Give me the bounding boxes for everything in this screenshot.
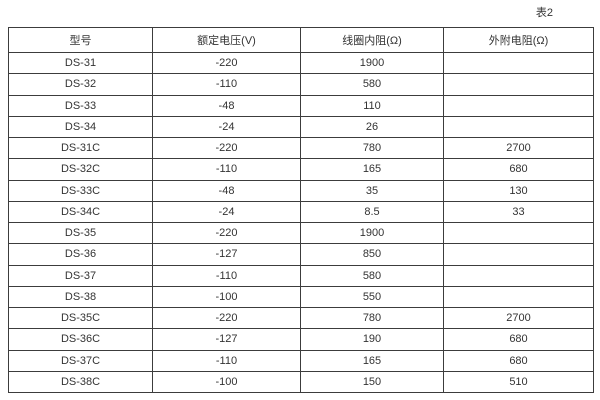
table-caption: 表2 xyxy=(535,7,553,19)
table-row: DS-32C -110 165 680 xyxy=(8,158,594,181)
table-row: DS-36 -127 850 xyxy=(8,243,594,266)
table-cell xyxy=(443,264,594,287)
table-cell: 1900 xyxy=(300,51,444,75)
table-cell: -48 xyxy=(152,179,301,202)
table-row: DS-35 -220 1900 xyxy=(8,221,594,245)
table-cell: 580 xyxy=(300,264,444,287)
table-cell: 580 xyxy=(300,73,444,96)
table-cell: DS-32C xyxy=(8,158,153,181)
table-cell: 1900 xyxy=(300,221,444,245)
table-row: DS-37 -110 580 xyxy=(8,264,594,287)
table-cell xyxy=(443,243,594,266)
header-cell-rated-voltage: 额定电压(V) xyxy=(152,27,301,53)
table-cell: 2700 xyxy=(443,306,594,330)
table-row: DS-38 -100 550 xyxy=(8,285,594,309)
table-cell: 33 xyxy=(443,200,594,224)
table-cell: 35 xyxy=(300,179,444,202)
table-cell: 510 xyxy=(443,370,594,394)
table-cell: 850 xyxy=(300,243,444,266)
table-cell: DS-32 xyxy=(8,73,153,96)
table-cell: DS-36C xyxy=(8,328,153,351)
table-cell: -220 xyxy=(152,221,301,245)
table-cell: 780 xyxy=(300,306,444,330)
table-cell: 26 xyxy=(300,115,444,139)
table-cell: -48 xyxy=(152,94,301,117)
table-cell xyxy=(443,73,594,96)
table-cell: DS-38C xyxy=(8,370,153,394)
table-cell: 110 xyxy=(300,94,444,117)
table-cell xyxy=(443,115,594,139)
table-cell xyxy=(443,51,594,75)
table-cell: 165 xyxy=(300,349,444,372)
table-cell: -127 xyxy=(152,243,301,266)
table-row: DS-36C -127 190 680 xyxy=(8,328,594,351)
table-row: DS-38C -100 150 510 xyxy=(8,370,594,394)
table-cell: DS-33 xyxy=(8,94,153,117)
table-cell: DS-35C xyxy=(8,306,153,330)
header-cell-model: 型号 xyxy=(8,27,153,53)
table-cell: DS-36 xyxy=(8,243,153,266)
table-cell: -100 xyxy=(152,370,301,394)
table-cell: DS-31C xyxy=(8,136,153,160)
table-row: DS-32 -110 580 xyxy=(8,73,594,96)
table-cell: 150 xyxy=(300,370,444,394)
table-cell: -127 xyxy=(152,328,301,351)
table-cell: 130 xyxy=(443,179,594,202)
table-cell: 550 xyxy=(300,285,444,309)
table-row: DS-34 -24 26 xyxy=(8,115,594,139)
table-body: DS-31 -220 1900 DS-32 -110 580 DS-33 -48 110 DS-3… xyxy=(8,51,594,394)
table-cell: 680 xyxy=(443,349,594,372)
table-cell xyxy=(443,94,594,117)
table-cell xyxy=(443,285,594,309)
table-cell: -220 xyxy=(152,136,301,160)
table-cell: -110 xyxy=(152,73,301,96)
table-cell: 2700 xyxy=(443,136,594,160)
table-cell: 680 xyxy=(443,328,594,351)
table-cell: DS-37 xyxy=(8,264,153,287)
table-header: 型号 额定电压(V) 线圈内阻(Ω) 外附电阻(Ω) xyxy=(8,27,594,53)
table-cell: -100 xyxy=(152,285,301,309)
table-cell: 165 xyxy=(300,158,444,181)
table-row: DS-31C -220 780 2700 xyxy=(8,136,594,160)
table-cell: DS-31 xyxy=(8,51,153,75)
table-cell: DS-34 xyxy=(8,115,153,139)
table-row: DS-37C -110 165 680 xyxy=(8,349,594,372)
table-cell: DS-35 xyxy=(8,221,153,245)
table-cell: -24 xyxy=(152,115,301,139)
table-cell: -24 xyxy=(152,200,301,224)
table-cell: DS-34C xyxy=(8,200,153,224)
table-cell: -110 xyxy=(152,349,301,372)
table-cell: -220 xyxy=(152,51,301,75)
table-cell: DS-38 xyxy=(8,285,153,309)
table-cell: DS-37C xyxy=(8,349,153,372)
table-row: DS-31 -220 1900 xyxy=(8,51,594,75)
table-row: DS-34C -24 8.5 33 xyxy=(8,200,594,224)
table-cell: DS-33C xyxy=(8,179,153,202)
table-cell: -110 xyxy=(152,158,301,181)
table-cell: -220 xyxy=(152,306,301,330)
table-cell: 780 xyxy=(300,136,444,160)
table-cell: 190 xyxy=(300,328,444,351)
table-row: DS-35C -220 780 2700 xyxy=(8,306,594,330)
header-row: 型号 额定电压(V) 线圈内阻(Ω) 外附电阻(Ω) xyxy=(8,27,594,53)
table-cell: 680 xyxy=(443,158,594,181)
header-cell-coil-resistance: 线圈内阻(Ω) xyxy=(300,27,444,53)
spec-table: 型号 额定电压(V) 线圈内阻(Ω) 外附电阻(Ω) DS-31 -220 1900… xyxy=(8,27,594,394)
table-cell: 8.5 xyxy=(300,200,444,224)
table-cell xyxy=(443,221,594,245)
table-row: DS-33C -48 35 130 xyxy=(8,179,594,202)
table-row: DS-33 -48 110 xyxy=(8,94,594,117)
table-cell: -110 xyxy=(152,264,301,287)
header-cell-external-resistance: 外附电阻(Ω) xyxy=(443,27,594,53)
